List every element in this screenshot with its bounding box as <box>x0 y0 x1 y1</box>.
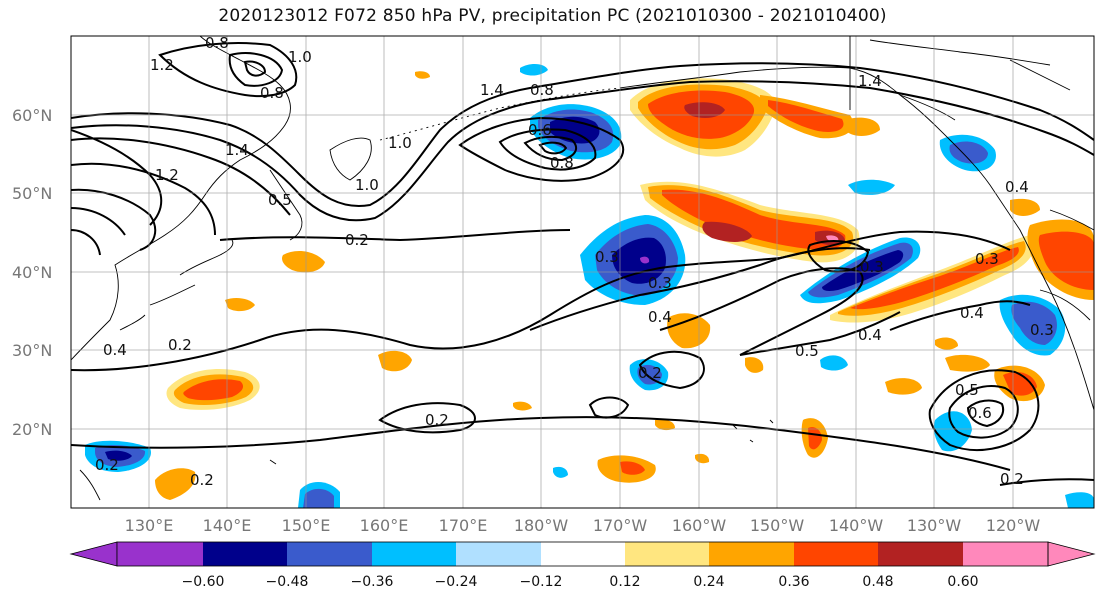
contour-label: 0.8 <box>550 154 574 172</box>
contour-label: 0.4 <box>960 304 984 322</box>
map-title: 2020123012 F072 850 hPa PV, precipitatio… <box>218 6 887 26</box>
contour-label: 0.8 <box>260 84 284 102</box>
colorbar-tick-label: 0.12 <box>609 574 640 590</box>
lon-label: 180°W <box>514 516 569 535</box>
contour-label: 0.8 <box>530 81 554 99</box>
colorbar-swatch <box>372 542 456 566</box>
longitude-labels: 130°E 140°E 150°E 160°E 170°E 180°W 170°… <box>125 516 1041 535</box>
lon-label: 150°W <box>750 516 805 535</box>
lon-label: 160°W <box>672 516 727 535</box>
lat-label: 50°N <box>12 184 52 203</box>
lon-label: 170°W <box>593 516 648 535</box>
colorbar-swatches <box>117 542 1048 566</box>
contour-label: 0.3 <box>1030 321 1054 339</box>
contour-label: 0.2 <box>1000 470 1024 488</box>
lon-label: 140°W <box>829 516 884 535</box>
colorbar-swatch <box>794 542 878 566</box>
lon-label: 120°W <box>986 516 1041 535</box>
coastlines <box>71 36 1094 501</box>
latitude-labels: 60°N 50°N 40°N 30°N 20°N <box>12 106 52 439</box>
contour-label: 1.2 <box>155 166 179 184</box>
contour-label: 0.3 <box>860 258 884 276</box>
colorbar: −0.60 −0.48 −0.36 −0.24 −0.12 0.12 0.24 … <box>69 541 1096 590</box>
colorbar-tick-label: −0.24 <box>435 574 478 590</box>
colorbar-swatch <box>541 542 625 566</box>
contour-label: 1.4 <box>225 141 249 159</box>
colorbar-swatch <box>709 542 794 566</box>
colorbar-tick-label: −0.48 <box>266 574 309 590</box>
contour-label: 0.3 <box>648 274 672 292</box>
colorbar-swatch <box>456 542 541 566</box>
precip-shading <box>85 64 1094 508</box>
colorbar-swatch <box>963 542 1048 566</box>
colorbar-swatch <box>203 542 287 566</box>
pv-contours <box>71 42 1094 486</box>
lon-label: 130°E <box>125 516 174 535</box>
contour-label: 1.2 <box>150 56 174 74</box>
contour-label: 0.2 <box>190 471 214 489</box>
contour-label: 0.2 <box>345 231 369 249</box>
colorbar-tick-label: 0.24 <box>693 574 724 590</box>
contour-label: 0.2 <box>95 456 119 474</box>
lon-label: 170°E <box>439 516 488 535</box>
contour-label: 0.5 <box>795 342 819 360</box>
colorbar-tick-label: 0.48 <box>862 574 893 590</box>
lat-label: 40°N <box>12 263 52 282</box>
contour-label: 0.4 <box>1005 178 1029 196</box>
contour-label: 0.8 <box>205 34 229 52</box>
colorbar-swatch <box>287 542 372 566</box>
colorbar-ticks: −0.60 −0.48 −0.36 −0.24 −0.12 0.12 0.24 … <box>182 574 979 590</box>
lat-label: 20°N <box>12 420 52 439</box>
contour-label: 0.5 <box>955 381 979 399</box>
contour-label: 0.4 <box>648 308 672 326</box>
contour-label: 1.4 <box>858 72 882 90</box>
colorbar-swatch <box>625 542 709 566</box>
lon-label: 130°W <box>907 516 962 535</box>
contour-label: 0.6 <box>968 404 992 422</box>
contour-label: 0.4 <box>103 341 127 359</box>
contour-label: 1.0 <box>288 48 312 66</box>
colorbar-tick-label: 0.36 <box>778 574 809 590</box>
lon-label: 150°E <box>282 516 331 535</box>
colorbar-frame <box>116 541 1049 567</box>
lon-label: 140°E <box>203 516 252 535</box>
contour-label: 0.2 <box>168 336 192 354</box>
colorbar-swatch <box>117 542 203 566</box>
contour-label: 0.3 <box>975 250 999 268</box>
contour-label: 1.0 <box>388 134 412 152</box>
graticule <box>71 36 1094 508</box>
colorbar-tick-label: −0.36 <box>351 574 394 590</box>
contour-label: 1.4 <box>480 81 504 99</box>
lat-label: 30°N <box>12 341 52 360</box>
contour-labels: 0.8 1.2 0.8 1.0 1.4 0.8 0.6 0.8 1.4 1.2 … <box>95 34 1054 489</box>
contour-label: 0.5 <box>268 191 292 209</box>
colorbar-tick-label: −0.12 <box>520 574 563 590</box>
contour-label: 0.2 <box>425 411 449 429</box>
colorbar-tick-label: 0.60 <box>947 574 978 590</box>
lat-label: 60°N <box>12 106 52 125</box>
contour-label: 0.2 <box>638 364 662 382</box>
contour-label: 0.3 <box>595 248 619 266</box>
colorbar-swatch <box>878 542 963 566</box>
colorbar-tick-label: −0.60 <box>182 574 225 590</box>
colorbar-extend-high <box>1047 541 1096 567</box>
contour-label: 1.0 <box>355 176 379 194</box>
contour-label: 0.6 <box>528 121 552 139</box>
map-border <box>70 35 1095 509</box>
colorbar-extend-low <box>69 541 118 567</box>
contour-label: 0.4 <box>858 326 882 344</box>
lon-label: 160°E <box>360 516 409 535</box>
